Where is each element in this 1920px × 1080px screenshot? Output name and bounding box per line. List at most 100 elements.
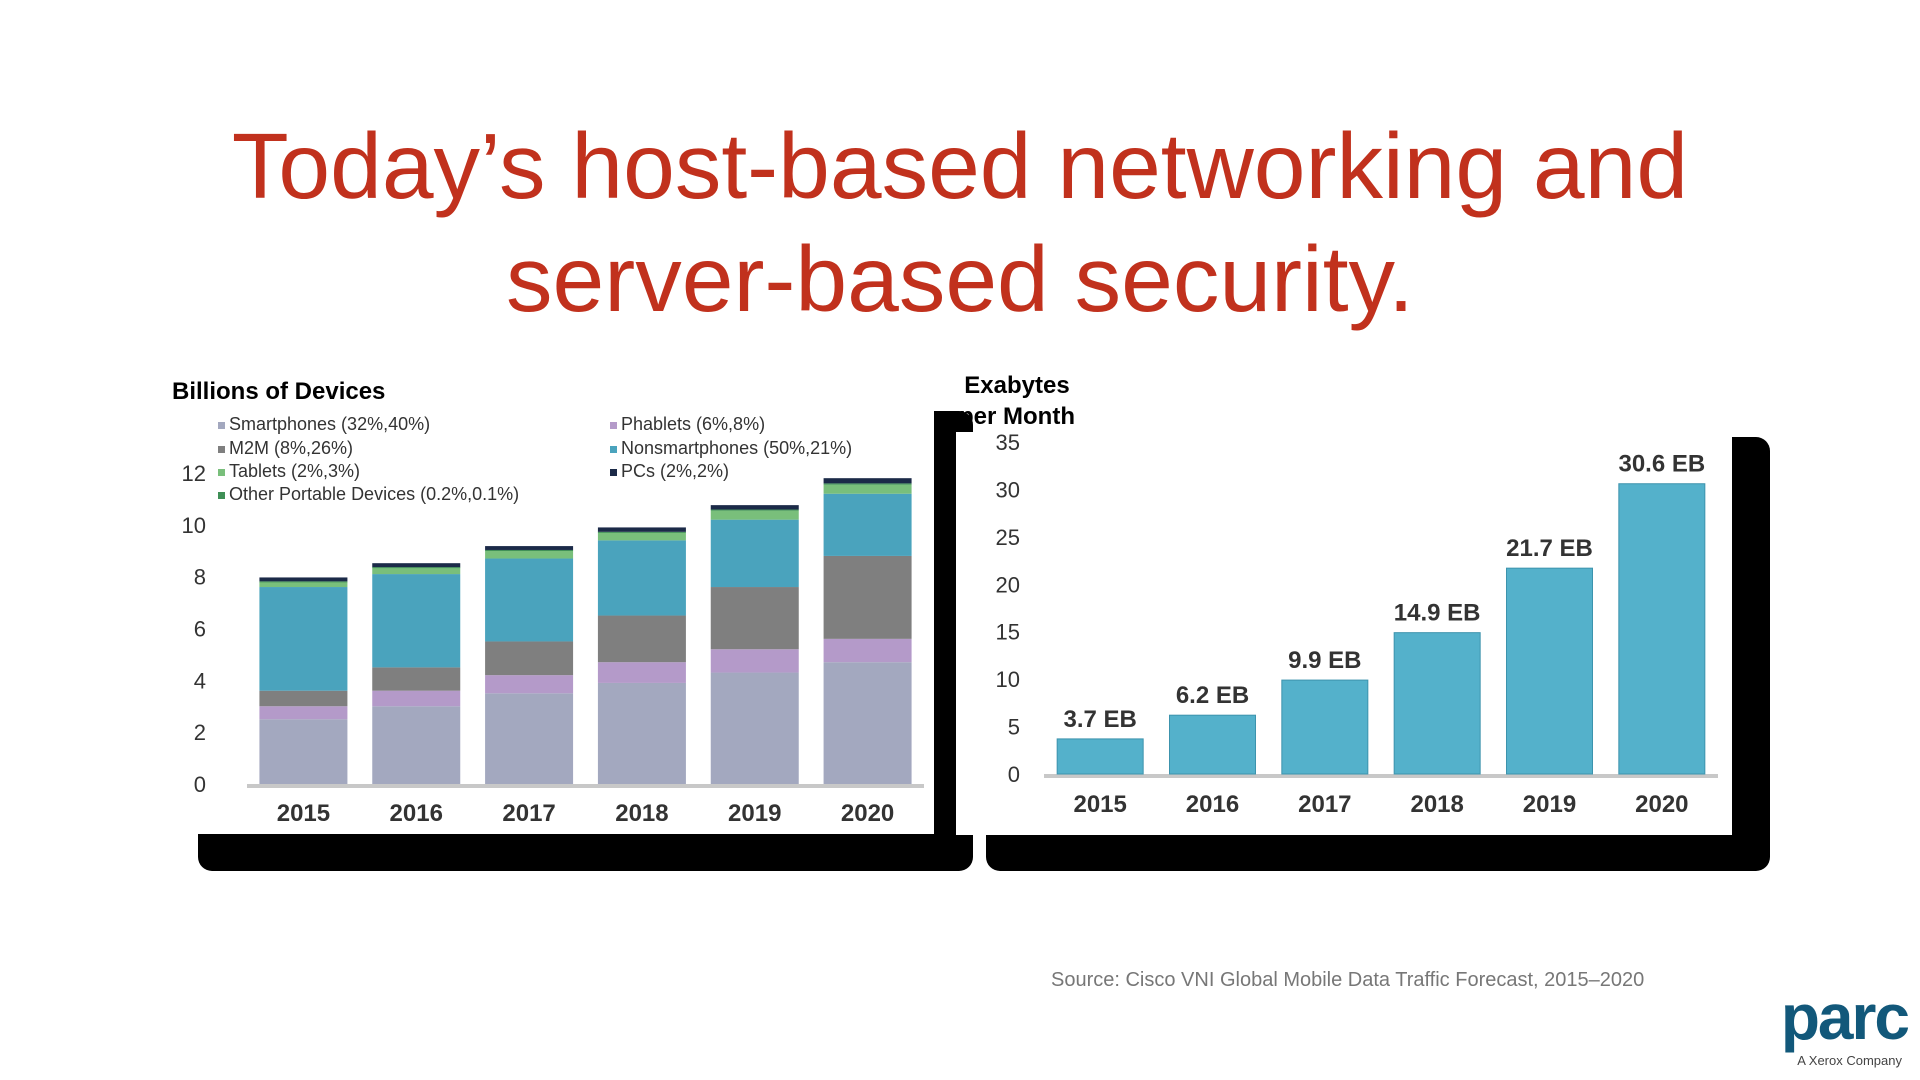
x-tick-label: 2018 xyxy=(1410,791,1463,818)
y-tick-label: 10 xyxy=(996,667,1020,692)
y-tick-label: 8 xyxy=(194,565,206,590)
traffic-chart-title-line-1: Exabytes xyxy=(964,372,1070,399)
legend-swatch-tablets xyxy=(218,469,225,476)
x-tick-label: 2016 xyxy=(390,800,443,827)
x-tick-label: 2019 xyxy=(1523,791,1576,818)
bar-segment-m2m xyxy=(597,615,686,663)
bar-segment-phablets xyxy=(597,662,686,683)
bar-segment-phablets xyxy=(710,649,799,673)
bar-segment-phablets xyxy=(485,675,574,694)
bar-segment-tablets xyxy=(259,581,348,588)
logo-wordmark: parc xyxy=(1780,981,1910,1053)
traffic-bar xyxy=(1393,632,1481,775)
bar-segment-pcs xyxy=(597,527,686,532)
y-tick-label: 0 xyxy=(1008,762,1020,787)
traffic-bar xyxy=(1281,679,1369,775)
bar-segment-pcs xyxy=(259,577,348,582)
x-tick-label: 2020 xyxy=(1635,791,1688,818)
y-tick-label: 30 xyxy=(996,477,1020,502)
devices-chart-panel: 0 2 4 6 8 10 12 2015 2016 2017 2018 2019 2020 Smartph… xyxy=(170,411,934,834)
logo-subtext: A Xerox Company xyxy=(1797,1053,1902,1068)
y-tick-label: 15 xyxy=(996,620,1020,645)
bar-segment-smartphones xyxy=(485,693,574,784)
bar-data-label: 6.2 EB xyxy=(1176,682,1249,709)
bar-data-label: 30.6 EB xyxy=(1618,451,1705,478)
y-tick-label: 35 xyxy=(996,432,1020,455)
legend-label-nonsmartphones: Nonsmartphones (50%,21%) xyxy=(621,438,852,458)
bar-data-label: 3.7 EB xyxy=(1063,706,1136,733)
bar-segment-smartphones xyxy=(597,682,686,784)
legend-swatch-phablets xyxy=(610,422,617,429)
legend-label-other_portable: Other Portable Devices (0.2%,0.1%) xyxy=(229,484,519,504)
bar-segment-pcs xyxy=(710,505,799,510)
bar-segment-m2m xyxy=(823,555,912,639)
traffic-chart-panel: 0 5 10 15 20 25 30 35 3.7 EB 2015 6.2 EB 2016 9.9 EB… xyxy=(956,430,1732,835)
y-tick-label: 6 xyxy=(194,617,206,642)
bar-segment-smartphones xyxy=(372,706,461,784)
x-tick-label: 2017 xyxy=(1298,791,1351,818)
y-tick-label: 0 xyxy=(194,772,206,797)
bar-segment-nonsmartphones xyxy=(597,540,686,616)
traffic-bar xyxy=(1169,714,1256,775)
title-line-2: server-based security. xyxy=(506,227,1414,331)
bar-segment-smartphones xyxy=(710,672,799,784)
bar-segment-nonsmartphones xyxy=(823,493,912,556)
bar-segment-nonsmartphones xyxy=(259,587,348,691)
devices-chart-title: Billions of Devices xyxy=(172,378,386,405)
x-tick-label: 2017 xyxy=(502,800,555,827)
bar-segment-nonsmartphones xyxy=(372,574,461,668)
legend-swatch-nonsmartphones xyxy=(610,446,617,453)
traffic-chart-title-line-2: per Month xyxy=(959,403,1075,430)
legend-label-tablets: Tablets (2%,3%) xyxy=(229,461,360,481)
x-tick-label: 2019 xyxy=(728,800,781,827)
traffic-bar xyxy=(1506,567,1593,775)
source-citation: Source: Cisco VNI Global Mobile Data Tra… xyxy=(1051,969,1645,991)
legend-swatch-pcs xyxy=(610,469,617,476)
legend-label-m2m: M2M (8%,26%) xyxy=(229,438,353,458)
legend-swatch-m2m xyxy=(218,446,225,453)
bar-segment-tablets xyxy=(823,484,912,494)
bar-segment-other_portable xyxy=(485,549,574,551)
bar-segment-tablets xyxy=(710,510,799,520)
bar-segment-other_portable xyxy=(597,531,686,533)
parc-logo: parc A Xerox Company xyxy=(1738,981,1910,1068)
legend-label-phablets: Phablets (6%,8%) xyxy=(621,414,765,434)
x-tick-label: 2015 xyxy=(277,800,330,827)
bar-segment-m2m xyxy=(710,587,799,650)
bar-segment-other_portable xyxy=(710,509,799,511)
traffic-chart: 0 5 10 15 20 25 30 35 3.7 EB 2015 6.2 EB 2016 9.9 EB… xyxy=(996,430,1718,818)
devices-chart: 0 2 4 6 8 10 12 2015 2016 2017 2018 2019 2020 Smartph… xyxy=(182,414,924,827)
bar-data-label: 21.7 EB xyxy=(1506,535,1593,562)
bar-segment-m2m xyxy=(259,690,348,707)
y-tick-label: 10 xyxy=(182,513,206,538)
bar-segment-phablets xyxy=(259,706,348,720)
bar-segment-tablets xyxy=(597,532,686,541)
bar-segment-other_portable xyxy=(823,483,912,485)
traffic-chart-title: Exabytes per Month xyxy=(956,370,1078,432)
traffic-bar xyxy=(1618,483,1706,775)
legend-label-pcs: PCs (2%,2%) xyxy=(621,461,729,481)
bar-segment-phablets xyxy=(372,690,461,707)
x-tick-label: 2015 xyxy=(1073,791,1126,818)
bar-segment-pcs xyxy=(485,546,574,550)
y-tick-label: 20 xyxy=(996,572,1020,597)
bar-data-label: 9.9 EB xyxy=(1288,647,1361,674)
bar-segment-other_portable xyxy=(259,581,348,583)
y-tick-label: 5 xyxy=(1008,715,1020,740)
legend-swatch-smartphones xyxy=(218,422,225,429)
x-tick-label: 2018 xyxy=(615,800,668,827)
legend-swatch-other_portable xyxy=(218,492,225,499)
y-tick-label: 4 xyxy=(194,668,206,693)
x-tick-label: 2016 xyxy=(1186,791,1239,818)
bar-data-label: 14.9 EB xyxy=(1394,600,1481,627)
y-tick-label: 25 xyxy=(996,525,1020,550)
bar-segment-tablets xyxy=(372,567,461,575)
bar-segment-other_portable xyxy=(372,567,461,569)
bar-segment-pcs xyxy=(372,563,461,568)
bar-segment-phablets xyxy=(823,638,912,663)
bar-segment-tablets xyxy=(485,550,574,559)
bar-segment-m2m xyxy=(372,667,461,691)
bar-segment-nonsmartphones xyxy=(710,519,799,588)
bar-segment-nonsmartphones xyxy=(485,558,574,642)
legend-label-smartphones: Smartphones (32%,40%) xyxy=(229,414,430,434)
